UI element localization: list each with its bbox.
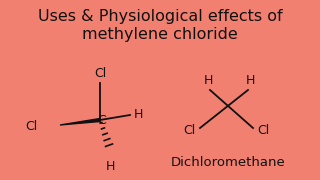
Text: Cl: Cl bbox=[257, 123, 269, 136]
Text: H: H bbox=[134, 109, 143, 122]
Text: Cl: Cl bbox=[26, 120, 38, 134]
Text: Uses & Physiological effects of: Uses & Physiological effects of bbox=[38, 8, 282, 24]
Text: Cl: Cl bbox=[94, 67, 106, 80]
Text: Dichloromethane: Dichloromethane bbox=[171, 156, 285, 170]
Text: methylene chloride: methylene chloride bbox=[82, 26, 238, 42]
Text: H: H bbox=[105, 160, 115, 173]
Text: C: C bbox=[98, 114, 106, 127]
Text: H: H bbox=[203, 74, 213, 87]
Text: H: H bbox=[245, 74, 255, 87]
Text: Cl: Cl bbox=[184, 123, 196, 136]
Polygon shape bbox=[60, 118, 100, 125]
